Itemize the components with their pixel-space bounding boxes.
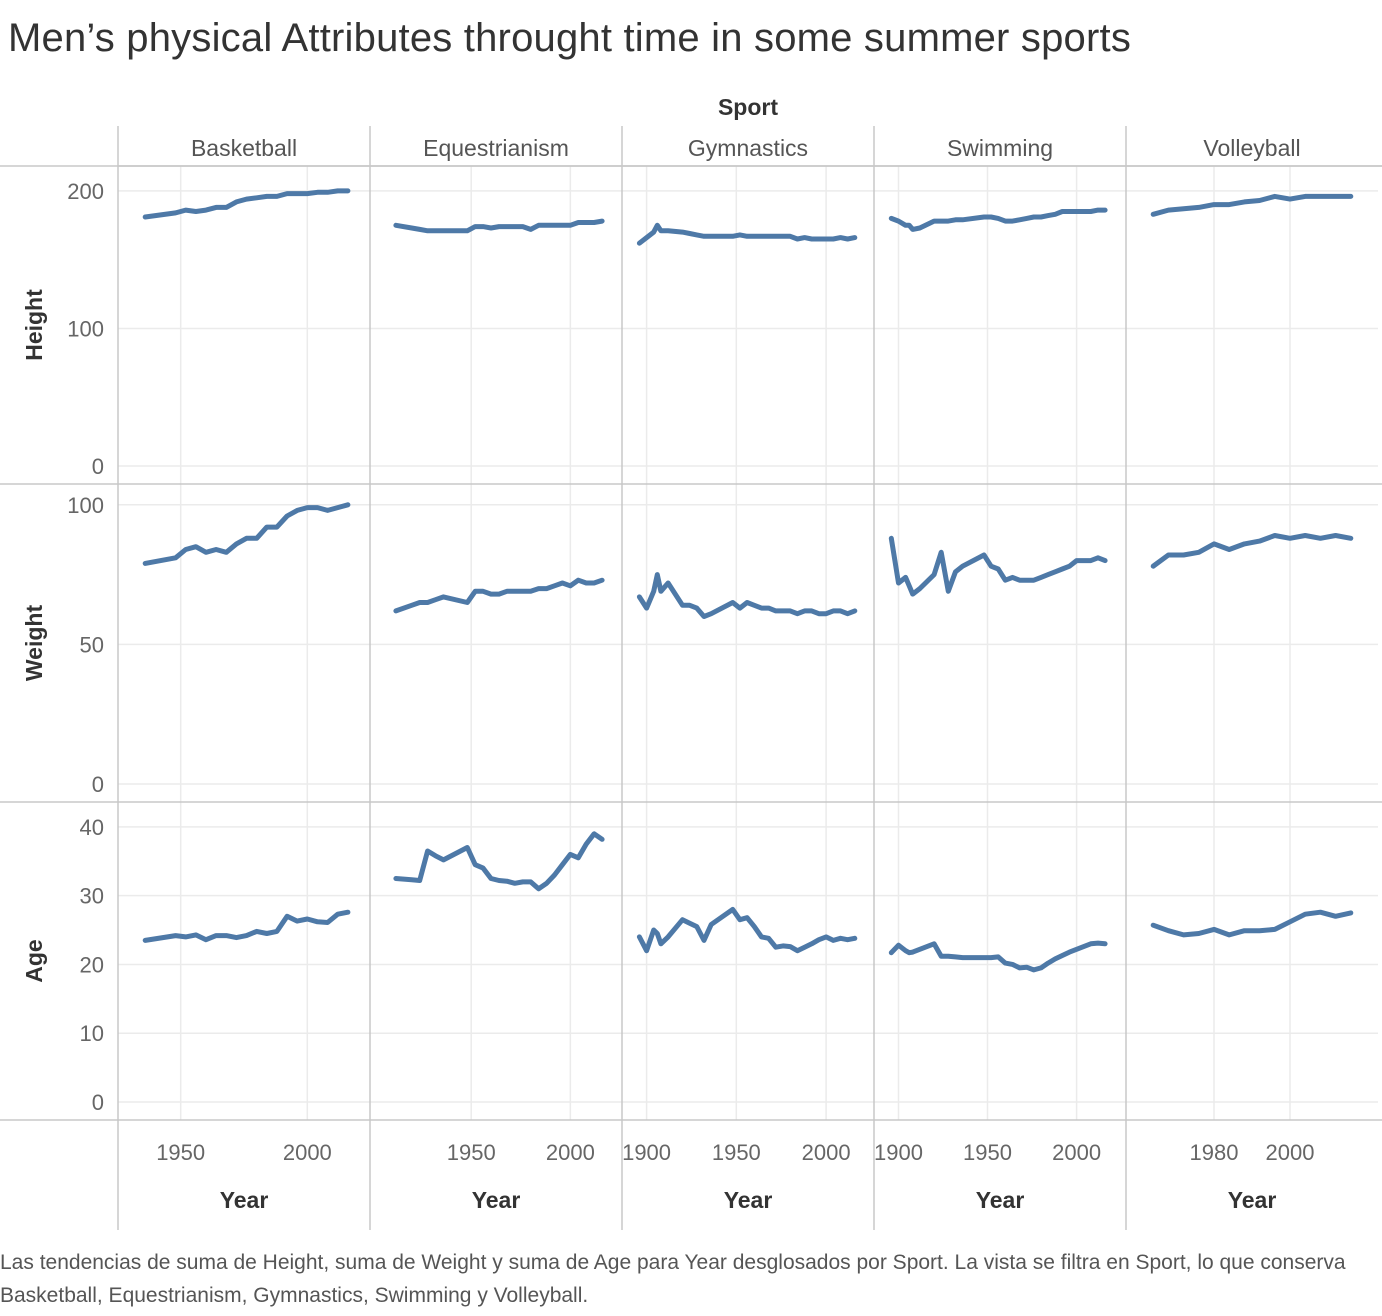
x-tick-volleyball-1980: 1980 bbox=[1190, 1140, 1239, 1165]
y-tick-age-20: 20 bbox=[80, 952, 104, 977]
x-tick-basketball-1950: 1950 bbox=[156, 1140, 205, 1165]
series-line-gymnastics-weight bbox=[636, 572, 858, 619]
series-line-volleyball-weight bbox=[1150, 533, 1354, 569]
series-line-basketball-weight bbox=[142, 502, 351, 566]
y-tick-weight-100: 100 bbox=[67, 493, 104, 518]
facet-header-swimming: Swimming bbox=[947, 135, 1053, 161]
border-layer bbox=[0, 126, 1382, 1230]
series-line-equestrianism-weight bbox=[393, 577, 605, 614]
line-layer bbox=[142, 188, 1354, 973]
series-line-basketball-age bbox=[142, 909, 351, 943]
series-line-volleyball-height bbox=[1150, 193, 1354, 217]
x-axis-title-basketball: Year bbox=[220, 1187, 269, 1213]
x-axis-title-swimming: Year bbox=[976, 1187, 1025, 1213]
sport-column-header: Sport bbox=[718, 94, 778, 120]
x-tick-gymnastics-2000: 2000 bbox=[802, 1140, 851, 1165]
y-tick-age-40: 40 bbox=[80, 815, 104, 840]
page-title: Men’s physical Attributes throught time … bbox=[8, 16, 1132, 60]
series-line-equestrianism-height bbox=[393, 218, 605, 234]
series-line-swimming-height bbox=[888, 207, 1108, 232]
x-axis-title-gymnastics: Year bbox=[724, 1187, 773, 1213]
x-tick-swimming-1950: 1950 bbox=[963, 1140, 1012, 1165]
x-tick-basketball-2000: 2000 bbox=[283, 1140, 332, 1165]
facet-header-gymnastics: Gymnastics bbox=[688, 135, 808, 161]
series-line-swimming-age bbox=[888, 940, 1108, 973]
series-line-basketball-height bbox=[142, 188, 351, 220]
row-label-height: Height bbox=[21, 289, 47, 361]
x-tick-equestrianism-1950: 1950 bbox=[447, 1140, 496, 1165]
grid-layer bbox=[118, 166, 1378, 1120]
x-tick-gymnastics-1950: 1950 bbox=[712, 1140, 761, 1165]
facet-header-volleyball: Volleyball bbox=[1203, 135, 1300, 161]
series-line-gymnastics-height bbox=[636, 222, 858, 246]
row-label-age: Age bbox=[21, 939, 47, 982]
x-axis-title-volleyball: Year bbox=[1228, 1187, 1277, 1213]
x-axis-title-equestrianism: Year bbox=[472, 1187, 521, 1213]
facet-header-basketball: Basketball bbox=[191, 135, 297, 161]
x-tick-swimming-2000: 2000 bbox=[1052, 1140, 1101, 1165]
series-line-volleyball-age bbox=[1150, 909, 1354, 938]
y-tick-weight-0: 0 bbox=[92, 772, 104, 797]
y-tick-age-30: 30 bbox=[80, 884, 104, 909]
chart-caption: Las tendencias de suma de Height, suma d… bbox=[0, 1251, 1346, 1307]
y-tick-height-100: 100 bbox=[67, 316, 104, 341]
x-tick-swimming-1900: 1900 bbox=[874, 1140, 923, 1165]
label-layer: Basketball Equestrianism Gymnastics Swimmin… bbox=[21, 135, 1314, 1213]
x-tick-equestrianism-2000: 2000 bbox=[546, 1140, 595, 1165]
y-tick-age-10: 10 bbox=[80, 1021, 104, 1046]
series-line-gymnastics-age bbox=[636, 906, 858, 954]
x-tick-gymnastics-1900: 1900 bbox=[622, 1140, 671, 1165]
y-tick-weight-50: 50 bbox=[80, 632, 104, 657]
series-line-equestrianism-age bbox=[393, 831, 605, 892]
x-tick-volleyball-2000: 2000 bbox=[1266, 1140, 1315, 1165]
y-tick-age-0: 0 bbox=[92, 1090, 104, 1115]
series-line-swimming-weight bbox=[888, 535, 1108, 597]
y-tick-height-0: 0 bbox=[92, 454, 104, 479]
y-tick-height-200: 200 bbox=[67, 179, 104, 204]
small-multiples-line-chart: Sport Basketball Equestrianism Gymnastics S… bbox=[0, 94, 1382, 1230]
row-label-weight: Weight bbox=[21, 605, 47, 682]
facet-header-equestrianism: Equestrianism bbox=[423, 135, 569, 161]
